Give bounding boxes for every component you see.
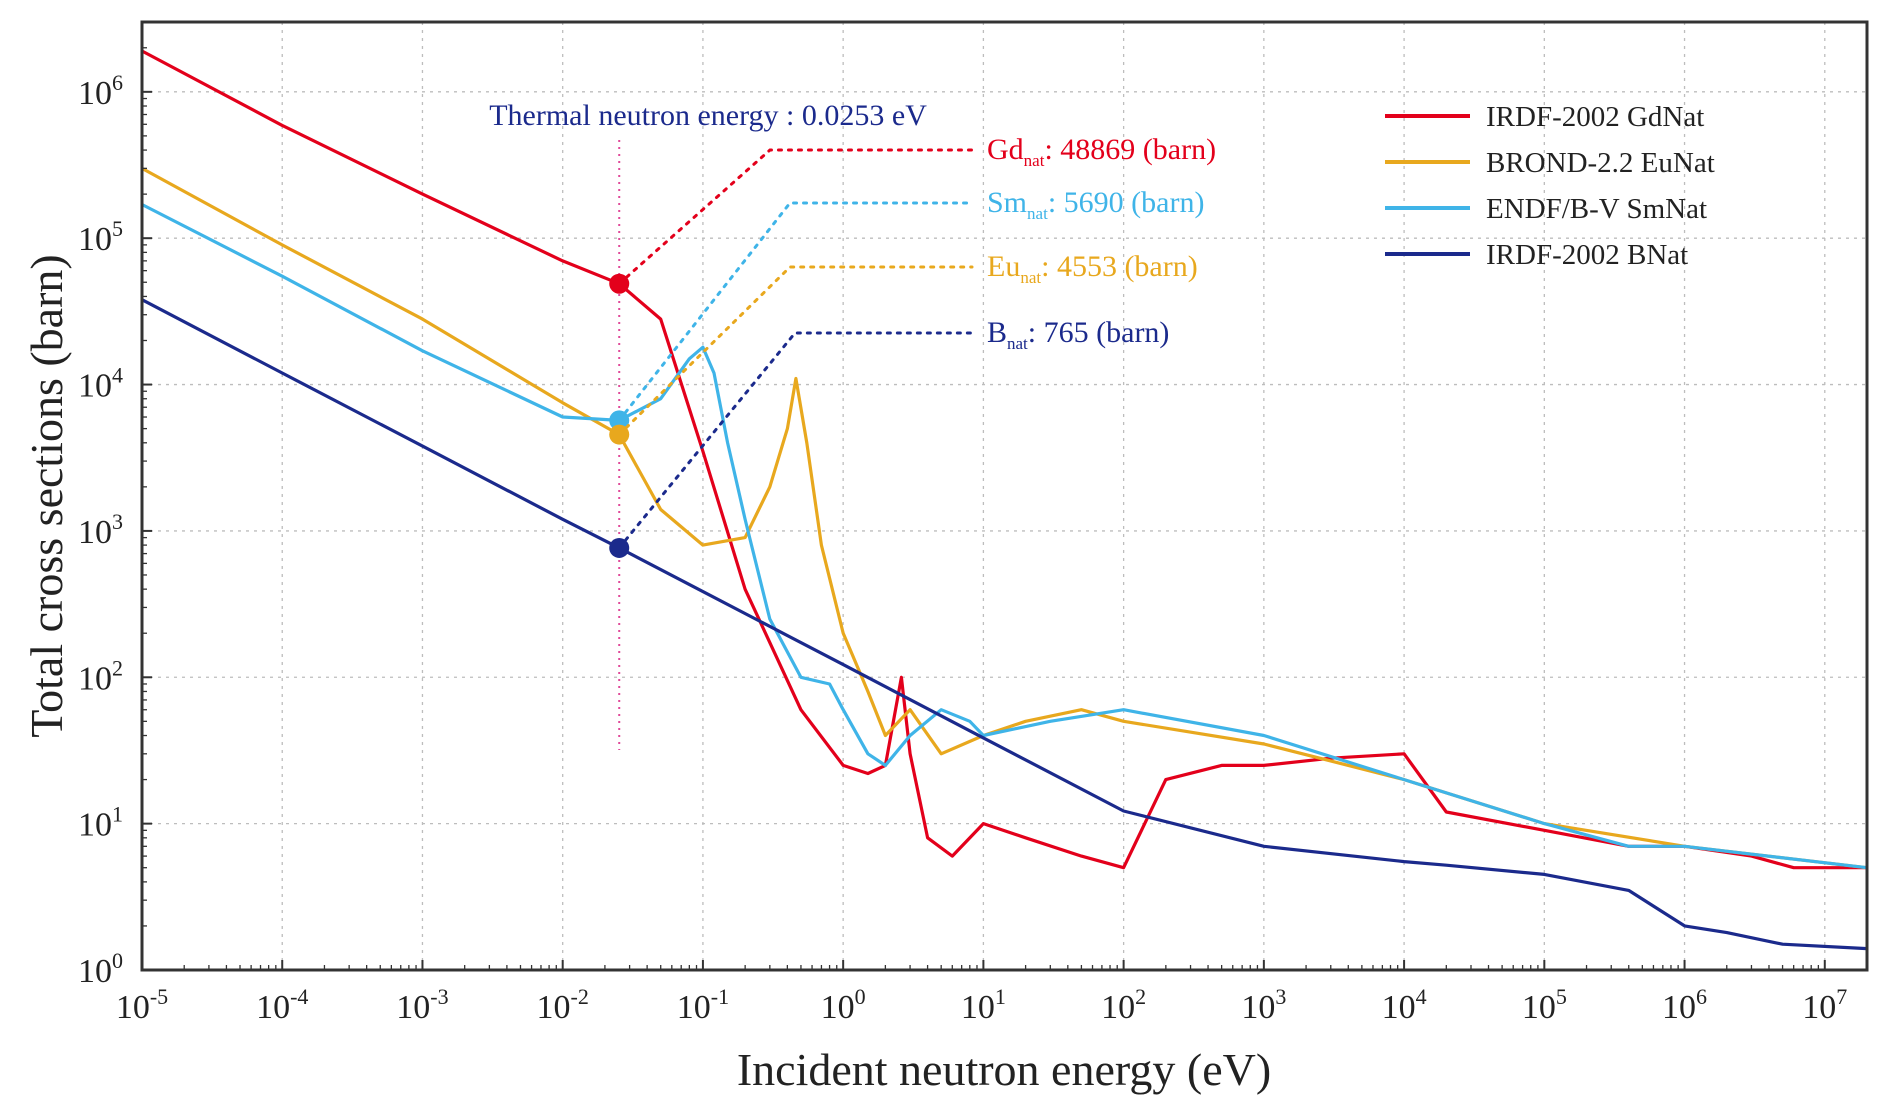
y-tick-label: 104 [78, 363, 123, 405]
y-tick-label: 101 [78, 802, 123, 844]
legend-label: IRDF-2002 BNat [1486, 239, 1688, 271]
x-tick-label: 10-2 [537, 984, 589, 1026]
x-tick-label: 10-1 [677, 984, 729, 1026]
annotation-leader [617, 148, 974, 286]
thermal-energy-label: Thermal neutron energy : 0.0253 eV [489, 99, 927, 132]
annotation-point [609, 424, 630, 445]
annotation-point [609, 273, 630, 294]
x-tick-label: 107 [1802, 984, 1847, 1026]
y-axis-title: Total cross sections (barn) [21, 254, 72, 737]
y-tick-label: 105 [78, 216, 123, 258]
plot-background [142, 22, 1867, 970]
y-tick-label: 103 [78, 509, 123, 551]
x-axis-title: Incident neutron energy (eV) [737, 1044, 1271, 1095]
legend-label: BROND-2.2 EuNat [1486, 147, 1715, 179]
ticks: 10-5 10-4 10-3 10-2 10-1 100 101 102 103 104 105 10… [78, 21, 1868, 1026]
series-line-1 [141, 166, 1868, 870]
x-tick-label: 104 [1382, 984, 1427, 1026]
y-tick-label: 100 [78, 948, 123, 990]
x-tick-label: 10-3 [396, 984, 448, 1026]
x-tick-label: 100 [821, 984, 866, 1026]
annotation-point [609, 537, 630, 558]
annotation-leader [617, 201, 974, 422]
annotation-point [609, 410, 630, 431]
y-tick-label: 106 [78, 70, 123, 112]
annotation-label: Gdnat: 48869 (barn) [987, 133, 1216, 170]
x-tick-label: 10-5 [116, 984, 168, 1026]
x-tick-label: 103 [1241, 984, 1286, 1026]
legend-label: IRDF-2002 GdNat [1486, 101, 1704, 133]
annotations: Thermal neutron energy : 0.0253 eV Gdnat:… [489, 99, 1216, 750]
x-tick-label: 10-4 [256, 984, 308, 1026]
x-tick-label: 106 [1662, 984, 1707, 1026]
series-line-3 [141, 298, 1868, 951]
annotation-label: Smnat: 5690 (barn) [987, 186, 1204, 223]
legend-label: ENDF/B-V SmNat [1486, 193, 1707, 225]
legend: IRDF-2002 GdNat BROND-2.2 EuNat ENDF/B-V S… [1385, 101, 1715, 271]
annotation-label: Eunat: 4553 (barn) [987, 250, 1198, 287]
annotation-leader [617, 265, 974, 437]
x-tick-label: 101 [961, 984, 1006, 1026]
series-line-0 [141, 49, 1867, 870]
x-tick-label: 102 [1101, 984, 1146, 1026]
x-tick-label: 105 [1522, 984, 1567, 1026]
annotation-leader [617, 331, 974, 550]
y-tick-label: 102 [78, 655, 123, 697]
annotation-label: Bnat: 765 (barn) [987, 316, 1169, 353]
plot-frame [140, 20, 1869, 972]
